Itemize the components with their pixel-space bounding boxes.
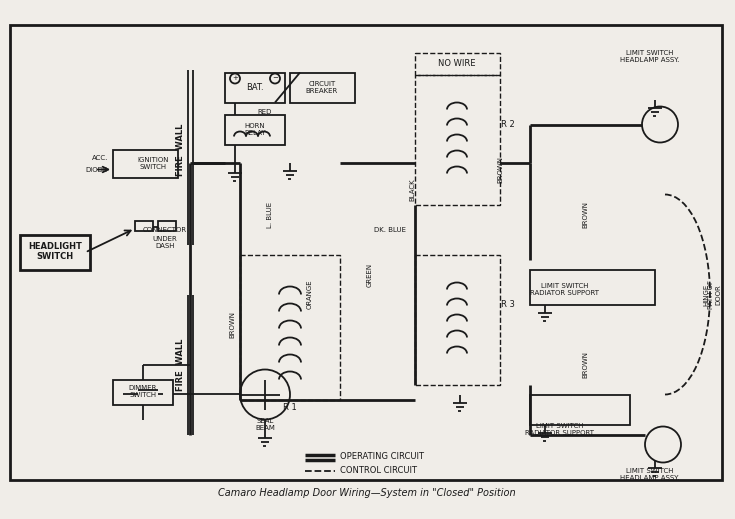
Text: BROWN: BROWN xyxy=(582,351,588,378)
Text: BLACK: BLACK xyxy=(409,178,415,201)
Text: Camaro Headlamp Door Wiring—System in "Closed" Position: Camaro Headlamp Door Wiring—System in "C… xyxy=(218,487,516,498)
Text: R 1: R 1 xyxy=(283,403,297,412)
Text: DK. BLUE: DK. BLUE xyxy=(374,226,406,233)
Text: LIMIT SWITCH
HEADLAMP ASSY.: LIMIT SWITCH HEADLAMP ASSY. xyxy=(620,468,680,481)
Text: FIRE  WALL: FIRE WALL xyxy=(176,338,185,391)
Bar xyxy=(290,73,355,102)
Text: BROWN: BROWN xyxy=(582,201,588,228)
Text: BROWN: BROWN xyxy=(497,156,503,183)
Text: RED: RED xyxy=(258,108,272,115)
Text: NO WIRE: NO WIRE xyxy=(438,59,476,68)
Bar xyxy=(415,75,500,204)
Text: IGNITION
SWITCH: IGNITION SWITCH xyxy=(137,157,169,170)
Bar xyxy=(158,221,176,230)
Text: LIMIT SWITCH
RADIATOR SUPPORT: LIMIT SWITCH RADIATOR SUPPORT xyxy=(526,423,595,436)
Text: LIMIT SWITCH
HEADLAMP ASSY.: LIMIT SWITCH HEADLAMP ASSY. xyxy=(620,50,680,63)
Text: OPERATING CIRCUIT: OPERATING CIRCUIT xyxy=(340,452,424,461)
Bar xyxy=(225,115,285,144)
Text: CIRCUIT
BREAKER: CIRCUIT BREAKER xyxy=(306,81,338,94)
Bar xyxy=(530,269,655,305)
Text: BAT.: BAT. xyxy=(246,83,264,92)
Bar xyxy=(113,149,178,177)
Bar xyxy=(135,221,153,230)
Text: HORN
RELAY: HORN RELAY xyxy=(244,123,266,136)
Text: ACC.: ACC. xyxy=(92,155,108,160)
Text: SEAL
BEAM: SEAL BEAM xyxy=(255,418,275,431)
Text: R 3: R 3 xyxy=(501,300,515,309)
Text: DIMMER
SWITCH: DIMMER SWITCH xyxy=(129,385,157,398)
Bar xyxy=(415,254,500,385)
Bar xyxy=(530,394,630,425)
Text: R 2: R 2 xyxy=(501,120,515,129)
Text: UNDER
DASH: UNDER DASH xyxy=(153,236,177,249)
Text: BROWN: BROWN xyxy=(229,311,235,338)
Bar xyxy=(415,52,500,75)
Text: PATH OF
DOOR: PATH OF DOOR xyxy=(709,280,722,309)
Text: +: + xyxy=(232,75,238,81)
Text: CONNECTOR: CONNECTOR xyxy=(143,226,187,233)
Text: HEADLIGHT
SWITCH: HEADLIGHT SWITCH xyxy=(28,242,82,261)
Text: −: − xyxy=(272,75,278,81)
Text: HINGE: HINGE xyxy=(703,283,709,306)
Text: GREEN: GREEN xyxy=(367,263,373,286)
Text: FIRE  WALL: FIRE WALL xyxy=(176,124,185,176)
Bar xyxy=(240,254,340,400)
Text: ORANGE: ORANGE xyxy=(307,280,313,309)
Text: L. BLUE: L. BLUE xyxy=(267,201,273,227)
Bar xyxy=(20,235,90,269)
Text: DIODE: DIODE xyxy=(86,167,108,172)
Text: LIMIT SWITCH
RADIATOR SUPPORT: LIMIT SWITCH RADIATOR SUPPORT xyxy=(531,283,600,296)
Text: CONTROL CIRCUIT: CONTROL CIRCUIT xyxy=(340,466,417,475)
Bar xyxy=(225,73,285,102)
Bar xyxy=(113,379,173,404)
